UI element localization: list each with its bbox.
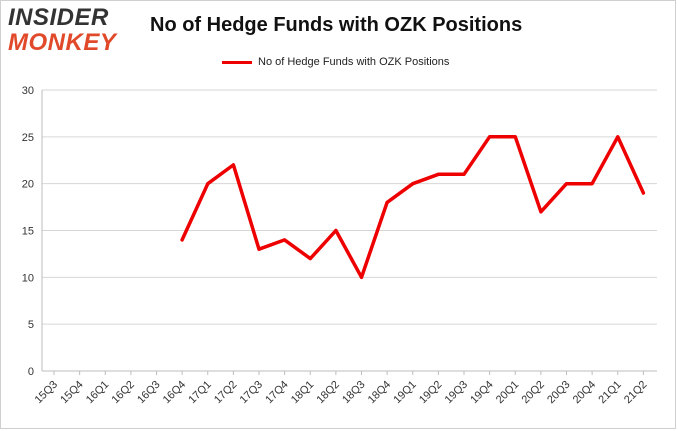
data-point bbox=[462, 172, 466, 176]
data-point bbox=[257, 247, 261, 251]
x-tick-label: 19Q1 bbox=[391, 379, 419, 407]
x-tick-label: 16Q1 bbox=[84, 379, 112, 407]
data-point bbox=[411, 182, 415, 186]
y-tick-label: 0 bbox=[28, 366, 34, 378]
data-point bbox=[539, 210, 543, 214]
y-tick-label: 15 bbox=[22, 226, 34, 238]
x-tick-label: 20Q2 bbox=[519, 379, 547, 407]
data-point bbox=[283, 238, 287, 242]
x-tick-label: 15Q3 bbox=[33, 379, 61, 407]
series-line bbox=[180, 135, 646, 280]
x-tick-label: 20Q1 bbox=[494, 379, 522, 407]
x-tick-label: 20Q4 bbox=[571, 379, 599, 407]
x-tick-label: 17Q2 bbox=[212, 379, 240, 407]
x-tick-label: 21Q2 bbox=[622, 379, 650, 407]
data-point bbox=[436, 172, 440, 176]
y-tick-label: 30 bbox=[22, 85, 34, 97]
data-point bbox=[488, 135, 492, 139]
x-tick-label: 16Q3 bbox=[135, 379, 163, 407]
data-point bbox=[565, 182, 568, 186]
chart-title: No of Hedge Funds with OZK Positions bbox=[150, 14, 523, 36]
data-point bbox=[590, 182, 594, 186]
data-point bbox=[308, 257, 312, 261]
chart-legend: No of Hedge Funds with OZK Positions bbox=[222, 54, 449, 70]
x-tick-label: 18Q2 bbox=[314, 379, 342, 407]
x-tick-label: 21Q1 bbox=[596, 379, 624, 407]
x-tick-label: 17Q3 bbox=[238, 379, 266, 407]
data-point bbox=[334, 229, 338, 232]
data-point bbox=[360, 275, 363, 279]
x-tick-label: 19Q4 bbox=[468, 379, 496, 407]
data-point bbox=[385, 200, 389, 204]
y-tick-label: 5 bbox=[28, 319, 34, 331]
y-tick-label: 10 bbox=[22, 272, 34, 284]
x-tick-label: 16Q4 bbox=[161, 379, 189, 407]
x-tick-label: 20Q3 bbox=[545, 379, 573, 407]
x-tick-label: 18Q1 bbox=[289, 379, 317, 407]
data-point bbox=[180, 238, 184, 242]
data-point bbox=[641, 191, 645, 195]
x-tick-label: 15Q4 bbox=[58, 379, 86, 407]
x-tick-label: 16Q2 bbox=[109, 379, 137, 407]
insider-monkey-logo: INSIDER MONKEY bbox=[8, 6, 130, 56]
x-tick-label: 17Q4 bbox=[263, 379, 291, 407]
logo-top-text: INSIDER bbox=[8, 4, 109, 31]
y-tick-label: 25 bbox=[22, 132, 34, 144]
logo-bottom-text: MONKEY bbox=[8, 29, 117, 56]
data-point bbox=[206, 182, 210, 186]
legend-swatch bbox=[222, 60, 252, 64]
x-tick-label: 18Q4 bbox=[366, 379, 394, 407]
x-tick-label: 19Q3 bbox=[443, 379, 471, 407]
x-tick-label: 17Q1 bbox=[186, 379, 214, 407]
data-point bbox=[513, 135, 517, 139]
x-tick-label: 19Q2 bbox=[417, 379, 445, 407]
y-tick-label: 20 bbox=[22, 179, 34, 191]
legend-label: No of Hedge Funds with OZK Positions bbox=[258, 56, 450, 68]
x-tick-label: 18Q3 bbox=[340, 379, 368, 407]
data-point bbox=[616, 135, 620, 139]
data-point bbox=[231, 163, 235, 167]
